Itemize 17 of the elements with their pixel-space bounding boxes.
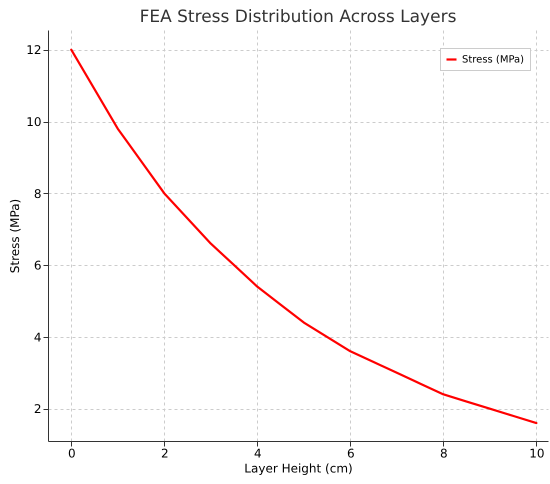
y-axis-title: Stress (MPa) [8, 198, 22, 274]
x-tick-label: 4 [254, 446, 262, 460]
x-tick-label: 0 [68, 446, 76, 460]
y-tick-label: 6 [34, 258, 42, 273]
y-tick-label: 12 [26, 43, 42, 58]
y-tick-label: 4 [34, 330, 42, 344]
x-tick-label: 10 [529, 446, 545, 460]
line-series [70, 48, 538, 424]
y-tick-label: 10 [26, 115, 42, 130]
chart-title: FEA Stress Distribution Across Layers [140, 7, 457, 27]
legend-label: Stress (MPa) [462, 54, 524, 66]
y-tick-label: 8 [34, 186, 42, 201]
x-tick-label: 8 [440, 446, 448, 460]
x-tick-label: 2 [160, 446, 169, 460]
x-axis-title: Layer Height (cm) [244, 462, 353, 476]
y-tick-label: 2 [34, 402, 42, 416]
x-tick-label: 6 [347, 446, 355, 460]
